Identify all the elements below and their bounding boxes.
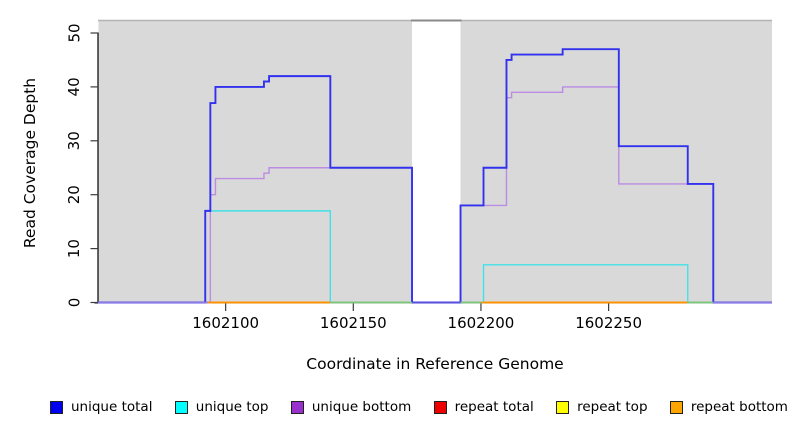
masked-region: [412, 21, 461, 303]
y-tick-label-40: 40: [65, 77, 83, 96]
series-line-unique-total: [98, 48, 772, 304]
legend-label-repeat-bottom: repeat bottom: [690, 399, 788, 415]
legend-label-unique-bottom: unique bottom: [311, 399, 412, 415]
x-axis-title: Coordinate in Reference Genome: [306, 355, 564, 373]
y-tick-label-10: 10: [65, 239, 83, 258]
y-tick-label-30: 30: [65, 131, 83, 150]
legend-item-repeat-bottom: repeat bottom: [669, 399, 788, 415]
y-axis-title: Read Coverage Depth: [21, 77, 39, 249]
legend-item-unique-bottom: unique bottom: [290, 399, 412, 415]
x-tick-label-1602200: 1602200: [448, 314, 515, 332]
legend-item-unique-total: unique total: [50, 399, 152, 415]
legend-label-unique-top: unique top: [195, 399, 269, 415]
legend-swatch-repeat-total: [433, 400, 447, 414]
legend: unique total unique top unique bottom repea…: [50, 399, 788, 415]
legend-swatch-unique-top: [174, 400, 188, 414]
legend-label-unique-total: unique total: [71, 399, 153, 415]
x-tick-label-1602150: 1602150: [320, 314, 387, 332]
legend-swatch-unique-bottom: [290, 400, 304, 414]
legend-label-repeat-top: repeat top: [577, 399, 648, 415]
legend-item-unique-top: unique top: [174, 399, 269, 415]
x-tick-label-1602250: 1602250: [575, 314, 642, 332]
y-tick-label-20: 20: [65, 185, 83, 204]
legend-item-repeat-top: repeat top: [556, 399, 648, 415]
y-tick-label-0: 0: [65, 298, 83, 308]
legend-label-repeat-total: repeat total: [454, 399, 534, 415]
y-tick-label-50: 50: [65, 23, 83, 42]
legend-swatch-repeat-bottom: [669, 400, 683, 414]
x-tick-label-1602100: 1602100: [192, 314, 259, 332]
legend-item-repeat-total: repeat total: [433, 399, 534, 415]
legend-swatch-unique-total: [50, 400, 63, 414]
legend-swatch-repeat-top: [556, 400, 570, 414]
